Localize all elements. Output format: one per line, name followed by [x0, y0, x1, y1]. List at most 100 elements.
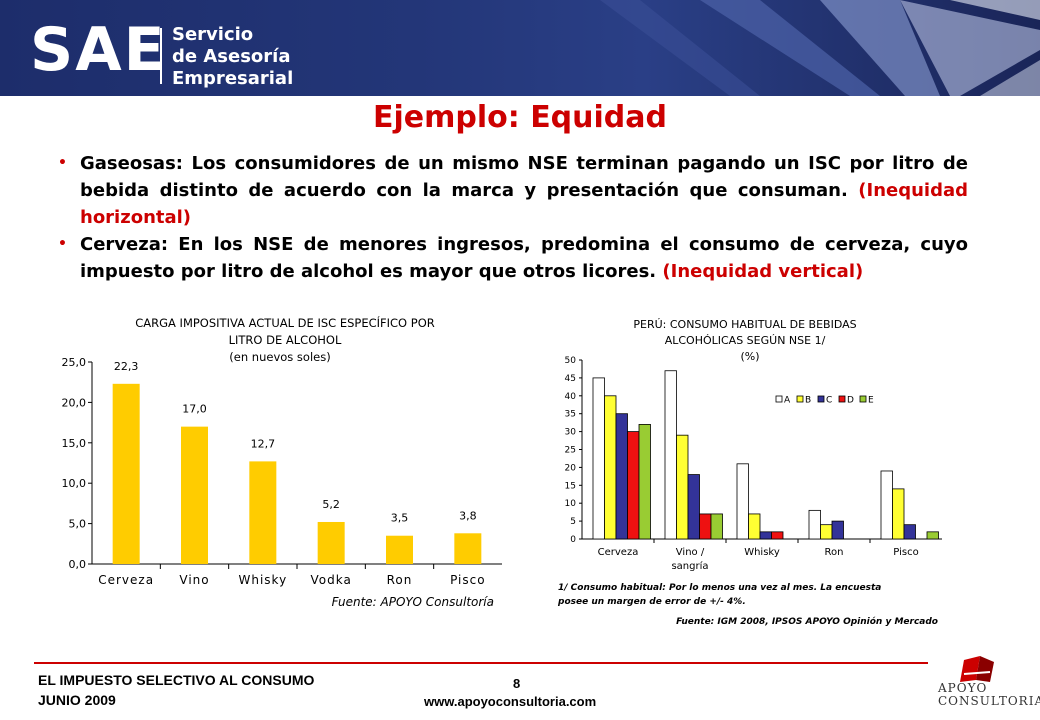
chart1-category-label: Pisco — [450, 573, 486, 587]
chart1-title-line: (en nuevos soles) — [229, 350, 330, 364]
bullet-cerveza: • Cerveza: En los NSE de menores ingreso… — [56, 231, 968, 285]
chart2-legend-swatch — [838, 395, 846, 403]
chart2-bars — [592, 370, 939, 540]
chart2-bar — [748, 513, 761, 540]
apoyo-brand-line: CONSULTORIA — [938, 694, 1040, 708]
chart2-bar — [676, 434, 689, 540]
banner-light-rays — [600, 0, 1040, 96]
isc-tax-chart: CARGA IMPOSITIVA ACTUAL DE ISC ESPECÍFIC… — [62, 315, 502, 609]
chart2-legend-label: A — [784, 396, 791, 406]
chart1-bar — [112, 383, 140, 564]
chart2-bar — [638, 424, 651, 540]
footer-title: EL IMPUESTO SELECTIVO AL CONSUMO — [38, 672, 315, 688]
page-title: Ejemplo: Equidad — [373, 100, 667, 135]
bullet-text: Gaseosas: Los consumidores de un mismo N… — [80, 153, 968, 201]
apoyo-brand: APOYO CONSULTORIA — [938, 682, 1040, 708]
page-number: 8 — [513, 676, 521, 691]
chart1-source: Fuente: APOYO Consultoría — [332, 595, 494, 609]
footer-info: EL IMPUESTO SELECTIVO AL CONSUMO JUNIO 2… — [38, 670, 314, 710]
chart2-legend-swatch — [775, 395, 783, 403]
consumption-chart: PERÚ: CONSUMO HABITUAL DE BEBIDAS ALCOHÓ… — [557, 318, 942, 627]
apoyo-brand-line: APOYO — [938, 681, 988, 695]
chart1-category-label: Cerveza — [98, 573, 154, 587]
chart2-bar — [710, 513, 723, 540]
bullet-list: • Gaseosas: Los consumidores de un mismo… — [56, 150, 968, 285]
chart2-y-tick-label: 45 — [565, 374, 576, 384]
chart1-y-tick-label: 15,0 — [62, 437, 87, 450]
chart2-category-label: Pisco — [893, 547, 918, 558]
bullet-icon: • — [58, 155, 67, 171]
chart2-category-label: Ron — [825, 547, 844, 558]
chart1-y-tick-label: 5,0 — [69, 518, 87, 531]
chart2-category-label: sangría — [671, 560, 708, 572]
chart1-title-line: CARGA IMPOSITIVA ACTUAL DE ISC ESPECÍFIC… — [135, 315, 435, 330]
bullet-icon: • — [58, 236, 67, 252]
logo-subtitle: Servicio de Asesoría Empresarial — [172, 24, 293, 90]
chart2-category-label: Vino / — [676, 547, 705, 558]
footer-url: www.apoyoconsultoria.com — [424, 694, 597, 709]
chart2-bar — [736, 463, 749, 540]
bullet-highlight: (Inequidad vertical) — [662, 261, 864, 282]
logo-divider — [160, 28, 162, 84]
chart2-bar — [880, 470, 893, 540]
chart2-legend-label: D — [847, 396, 854, 406]
chart1-value-label: 17,0 — [182, 403, 207, 416]
footer-date: JUNIO 2009 — [38, 692, 116, 708]
chart1-y-tick-label: 0,0 — [69, 558, 87, 571]
chart2-legend-label: B — [805, 396, 811, 406]
chart2-bar — [926, 531, 939, 540]
chart1-axes: 0,0 5,0 10,0 15,0 20,0 25,0 — [62, 356, 502, 571]
chart2-y-tick-label: 10 — [565, 499, 577, 509]
chart2-legend-label: C — [826, 396, 832, 406]
chart2-legend-label: E — [868, 396, 874, 406]
chart1-bar — [386, 535, 413, 564]
apoyo-logo-icon — [960, 656, 994, 682]
sae-logo: SAE — [30, 15, 167, 85]
chart2-bar — [687, 474, 700, 540]
chart2-bar — [759, 531, 772, 540]
chart1-bar — [317, 521, 345, 564]
chart2-legend-swatch — [859, 395, 867, 403]
chart1-category-label: Vino — [179, 573, 209, 587]
chart1-labels: 22,3 Cerveza 17,0 Vino 12,7 Whisky 5,2 Vodka 3,5… — [98, 360, 486, 587]
chart2-title-line: PERÚ: CONSUMO HABITUAL DE BEBIDAS — [633, 318, 856, 331]
chart2-bar — [664, 370, 677, 540]
chart1-y-tick-label: 25,0 — [62, 356, 87, 369]
bullet-highlight: (Inequidad horizontal) — [80, 180, 968, 228]
chart2-y-tick-label: 15 — [565, 481, 576, 491]
chart2-category-label: Cerveza — [598, 547, 639, 558]
chart2-bar — [627, 431, 640, 540]
chart2-bar — [604, 395, 617, 540]
chart1-category-label: Vodka — [311, 573, 352, 587]
chart2-y-tick-label: 30 — [565, 428, 577, 438]
chart2-note-line: 1/ Consumo habitual: Por lo menos una ve… — [558, 583, 881, 593]
chart1-value-label: 12,7 — [251, 437, 275, 450]
chart1-bar — [249, 461, 277, 564]
chart2-y-tick-label: 40 — [565, 392, 577, 402]
chart2-title-line: (%) — [740, 350, 759, 363]
chart2-y-tick-label: 20 — [565, 463, 577, 473]
chart2-bar — [820, 524, 833, 540]
logo-line: de Asesoría — [172, 46, 291, 67]
chart2-bar — [699, 513, 712, 540]
chart2-bar — [892, 488, 905, 540]
chart2-legend-swatch — [817, 395, 825, 403]
chart2-category-label: Whisky — [744, 547, 780, 558]
chart1-y-tick-label: 10,0 — [62, 477, 87, 490]
chart2-legend: A B C D E — [775, 395, 874, 406]
chart2-bar — [592, 377, 605, 540]
chart2-y-tick-label: 5 — [570, 517, 576, 527]
chart1-value-label: 3,5 — [391, 512, 409, 525]
bullet-text: Cerveza: En los NSE de menores ingresos,… — [80, 234, 968, 282]
chart2-bar — [771, 531, 784, 540]
chart2-source: Fuente: IGM 2008, IPSOS APOYO Opinión y … — [676, 616, 938, 627]
header-banner: SAE Servicio de Asesoría Empresarial — [0, 0, 1040, 96]
chart2-y-tick-label: 50 — [565, 356, 577, 366]
chart2-bar — [831, 520, 844, 540]
chart1-bar — [181, 426, 208, 564]
footer-divider — [34, 662, 928, 664]
logo-line: Empresarial — [172, 68, 294, 89]
chart2-legend-swatch — [796, 395, 804, 403]
chart1-value-label: 5,2 — [322, 498, 340, 511]
bullet-gaseosas: • Gaseosas: Los consumidores de un mismo… — [56, 150, 968, 231]
